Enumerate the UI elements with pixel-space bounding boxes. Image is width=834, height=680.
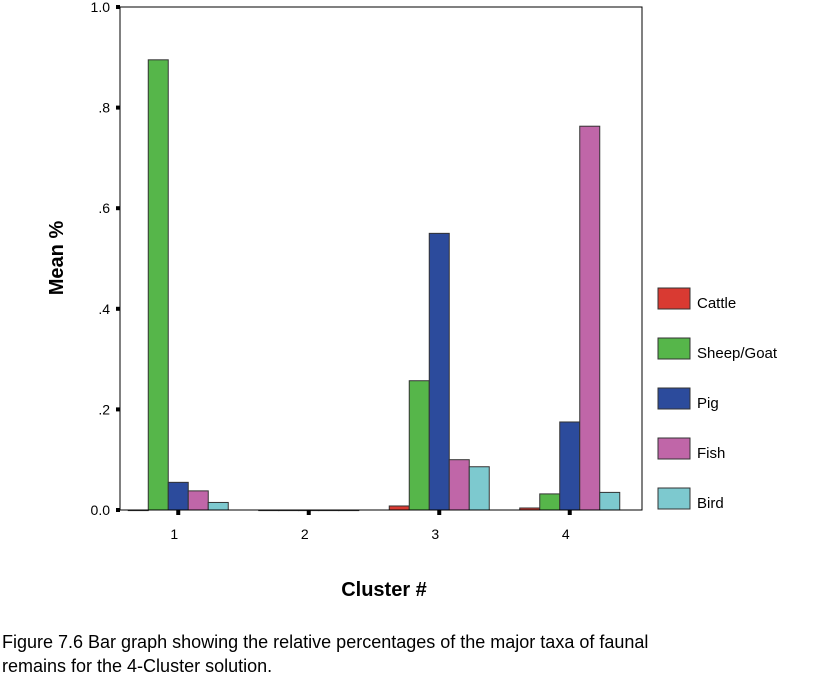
x-axis: 1 2 3 4	[170, 510, 572, 542]
bar-fish-cluster-3	[448, 459, 470, 511]
bar-fish-cluster-4	[579, 125, 601, 511]
y-axis-title: Mean %	[46, 221, 68, 296]
y-tick-mark	[116, 306, 120, 311]
bar-chart: 0.0 .2 .4 .6 .8 1.0 1 2 3 4 Mean % Cluster # Cat…	[46, 0, 778, 601]
x-axis-title: Cluster #	[341, 579, 427, 601]
y-tick-mark	[116, 206, 120, 211]
bar-pig-cluster-3	[428, 232, 450, 511]
bar-pig-cluster-1	[167, 481, 189, 511]
bar-cattle-cluster-3	[388, 505, 410, 511]
y-tick-mark	[116, 105, 120, 110]
x-tick-mark	[176, 510, 181, 515]
legend-swatch-sheep-goat	[657, 337, 691, 360]
y-tick-label: 0.0	[91, 502, 111, 518]
y-tick-label: .8	[98, 100, 110, 116]
legend-swatch-fish	[657, 437, 691, 460]
bar-bird-cluster-1	[207, 501, 229, 511]
bar-sheep-goat-cluster-4	[539, 493, 561, 511]
legend-label: Pig	[697, 395, 719, 412]
x-tick-mark	[437, 510, 442, 515]
legend: Cattle Sheep/Goat Pig Fish Bird	[657, 287, 778, 512]
figure-caption: Figure 7.6 Bar graph showing the relativ…	[2, 632, 649, 676]
legend-label: Fish	[697, 445, 725, 462]
bar-sheep-goat-cluster-1	[147, 59, 169, 511]
plot-frame	[119, 6, 643, 511]
y-tick-mark	[116, 508, 120, 512]
legend-swatch-pig	[657, 387, 691, 410]
y-tick-mark	[116, 5, 120, 9]
legend-label: Sheep/Goat	[697, 345, 778, 362]
legend-swatch-bird	[657, 487, 691, 510]
x-tick-mark	[567, 510, 572, 515]
legend-swatch-cattle	[657, 287, 691, 310]
bar-sheep-goat-cluster-3	[408, 380, 430, 511]
bar-bird-cluster-4	[599, 491, 621, 511]
x-tick-label: 4	[562, 526, 570, 542]
legend-label: Cattle	[697, 295, 736, 312]
bar-bird-cluster-3	[468, 466, 490, 511]
y-axis: 0.0 .2 .4 .6 .8 1.0	[91, 0, 120, 518]
y-tick-label: .6	[98, 200, 110, 216]
bar-fish-cluster-1	[187, 490, 209, 511]
x-tick-label: 1	[170, 526, 178, 542]
x-tick-label: 3	[431, 526, 439, 542]
bar-pig-cluster-4	[559, 421, 581, 511]
x-tick-mark	[306, 510, 311, 515]
y-tick-label: .2	[98, 401, 110, 417]
y-tick-label: .4	[98, 301, 110, 317]
y-tick-mark	[116, 407, 120, 412]
legend-label: Bird	[697, 495, 724, 512]
bars-layer	[127, 59, 621, 512]
y-tick-label: 1.0	[91, 0, 111, 15]
x-tick-label: 2	[301, 526, 309, 542]
